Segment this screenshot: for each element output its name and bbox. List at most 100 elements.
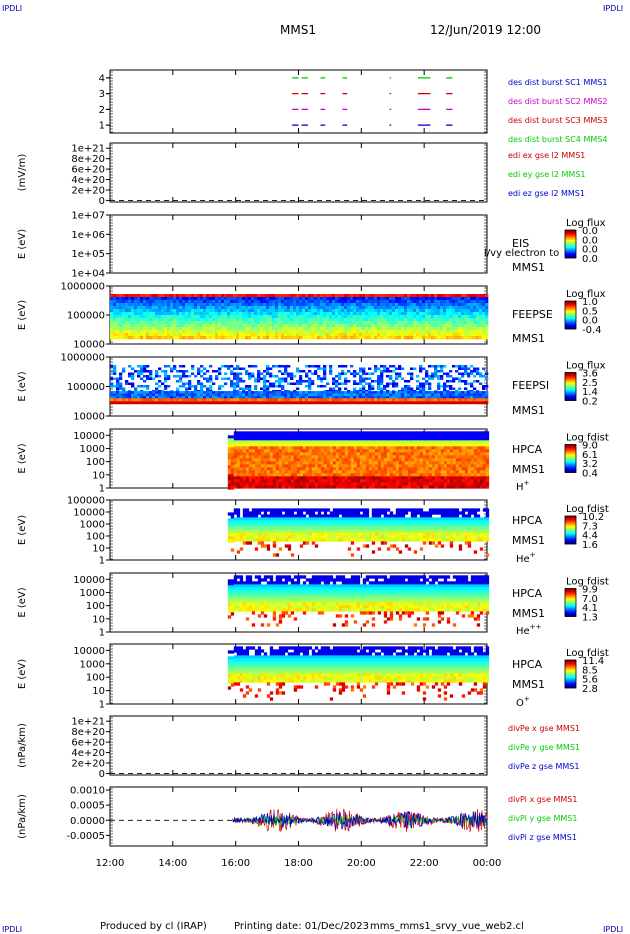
heatmap-cell xyxy=(290,382,294,385)
heatmap-cell xyxy=(389,327,393,331)
heatmap-cell xyxy=(329,446,334,450)
heatmap-cell xyxy=(431,372,435,375)
heatmap-cell xyxy=(281,440,286,444)
heatmap-cell xyxy=(473,375,477,378)
heatmap-cell xyxy=(248,440,253,444)
heatmap-cell xyxy=(452,396,456,399)
heatmap-cell xyxy=(380,467,385,471)
heatmap-cell xyxy=(143,391,147,394)
heatmap-cell xyxy=(296,470,301,474)
colorbar-cell xyxy=(565,318,576,320)
heatmap-cell xyxy=(236,467,241,471)
heatmap-cell xyxy=(347,315,351,319)
heatmap-cell xyxy=(404,437,409,441)
heatmap-cell xyxy=(323,297,327,301)
heatmap-cell xyxy=(134,393,138,397)
heatmap-cell xyxy=(146,401,150,405)
heatmap-cell xyxy=(140,396,144,399)
heatmap-cell xyxy=(428,312,432,316)
heatmap-cell xyxy=(419,470,424,474)
heatmap-cell xyxy=(410,300,414,304)
colorbar-cell xyxy=(565,324,576,326)
heatmap-cell xyxy=(155,309,159,313)
heatmap-cell xyxy=(311,467,316,471)
heatmap-cell xyxy=(293,431,298,435)
heatmap-cell xyxy=(275,431,280,435)
heatmap-cell xyxy=(203,336,207,340)
heatmap-cell xyxy=(296,315,300,319)
heatmap-cell xyxy=(125,297,129,301)
heatmap-cell xyxy=(170,321,174,325)
heatmap-cell xyxy=(353,396,357,399)
heatmap-cell xyxy=(395,434,400,438)
heatmap-cell xyxy=(398,365,402,368)
heatmap-cell xyxy=(326,312,330,316)
heatmap-cell xyxy=(308,300,312,304)
heatmap-cell xyxy=(245,385,249,388)
heatmap-cell xyxy=(446,312,450,316)
heatmap-cell xyxy=(419,461,424,465)
heatmap-cell xyxy=(248,324,252,328)
heatmap-cell xyxy=(437,398,441,402)
heatmap-cell xyxy=(425,401,429,405)
heatmap-cell xyxy=(182,398,186,402)
heatmap-cell xyxy=(308,318,312,322)
heatmap-cell xyxy=(323,476,328,480)
heatmap-cell xyxy=(323,330,327,334)
heatmap-cell xyxy=(284,440,289,444)
heatmap-cell xyxy=(287,382,291,385)
heatmap-cell xyxy=(110,306,114,310)
heatmap-cell xyxy=(425,396,429,399)
colorbar-cell xyxy=(565,245,576,247)
heatmap-cell xyxy=(236,398,240,402)
colorbar-cell xyxy=(565,305,576,307)
heatmap-cell xyxy=(407,431,412,435)
heatmap-cell xyxy=(293,396,297,399)
heatmap-cell xyxy=(299,437,304,441)
heatmap-cell xyxy=(287,398,291,402)
heatmap-cell xyxy=(317,431,322,435)
heatmap-cell xyxy=(263,297,267,301)
heatmap-cell xyxy=(296,398,300,402)
heatmap-cell xyxy=(254,315,258,319)
heatmap-cell xyxy=(251,309,255,313)
heatmap-cell xyxy=(422,382,426,385)
heatmap-cell xyxy=(476,367,480,370)
heatmap-cell xyxy=(326,449,331,453)
heatmap-cell xyxy=(422,396,426,399)
heatmap-cell xyxy=(422,327,426,331)
heatmap-cell xyxy=(173,327,177,331)
heatmap-cell xyxy=(332,306,336,310)
corner-label-top-left: IPDLI xyxy=(2,4,22,13)
heatmap-cell xyxy=(182,370,186,373)
heatmap-cell xyxy=(320,309,324,313)
heatmap-cell xyxy=(239,455,244,459)
heatmap-cell xyxy=(419,443,424,447)
heatmap-cell xyxy=(389,391,393,394)
heatmap-cell xyxy=(266,391,270,394)
heatmap-cell xyxy=(185,321,189,325)
heatmap-cell xyxy=(125,398,129,402)
heatmap-cell xyxy=(422,315,426,319)
heatmap-cell xyxy=(437,309,441,313)
heatmap-cell xyxy=(146,315,150,319)
heatmap-cell xyxy=(464,303,468,307)
heatmap-cell xyxy=(131,324,135,328)
heatmap-cell xyxy=(212,312,216,316)
heatmap-cell xyxy=(233,327,237,331)
heatmap-cell xyxy=(338,327,342,331)
heatmap-cell xyxy=(200,396,204,399)
heatmap-cell xyxy=(476,330,480,334)
heatmap-cell xyxy=(302,309,306,313)
heatmap-cell xyxy=(323,306,327,310)
heatmap-cell xyxy=(296,300,300,304)
heatmap-cell xyxy=(404,303,408,307)
heatmap-cell xyxy=(413,485,418,489)
heatmap-cell xyxy=(233,449,238,453)
heatmap-cell xyxy=(347,437,352,441)
heatmap-cell xyxy=(260,312,264,316)
heatmap-cell xyxy=(218,333,222,337)
heatmap-cell xyxy=(485,391,489,394)
heatmap-cell xyxy=(158,327,162,331)
heatmap-cell xyxy=(377,333,381,337)
